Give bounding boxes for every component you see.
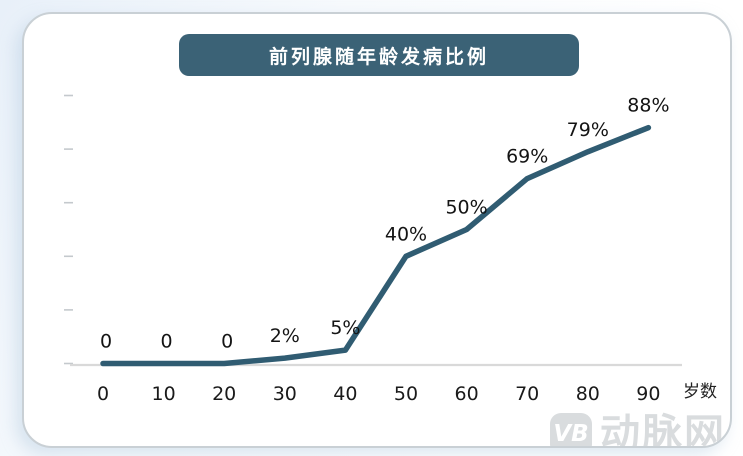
watermark-text: 动脉网 (600, 411, 726, 448)
watermark: VB 动脉网 (550, 411, 726, 448)
chart-card: 前列腺随年龄发病比例 VB 动脉网 (22, 12, 732, 448)
vb-logo-icon: VB (550, 413, 592, 446)
chart-title: 前列腺随年龄发病比例 (179, 34, 579, 76)
